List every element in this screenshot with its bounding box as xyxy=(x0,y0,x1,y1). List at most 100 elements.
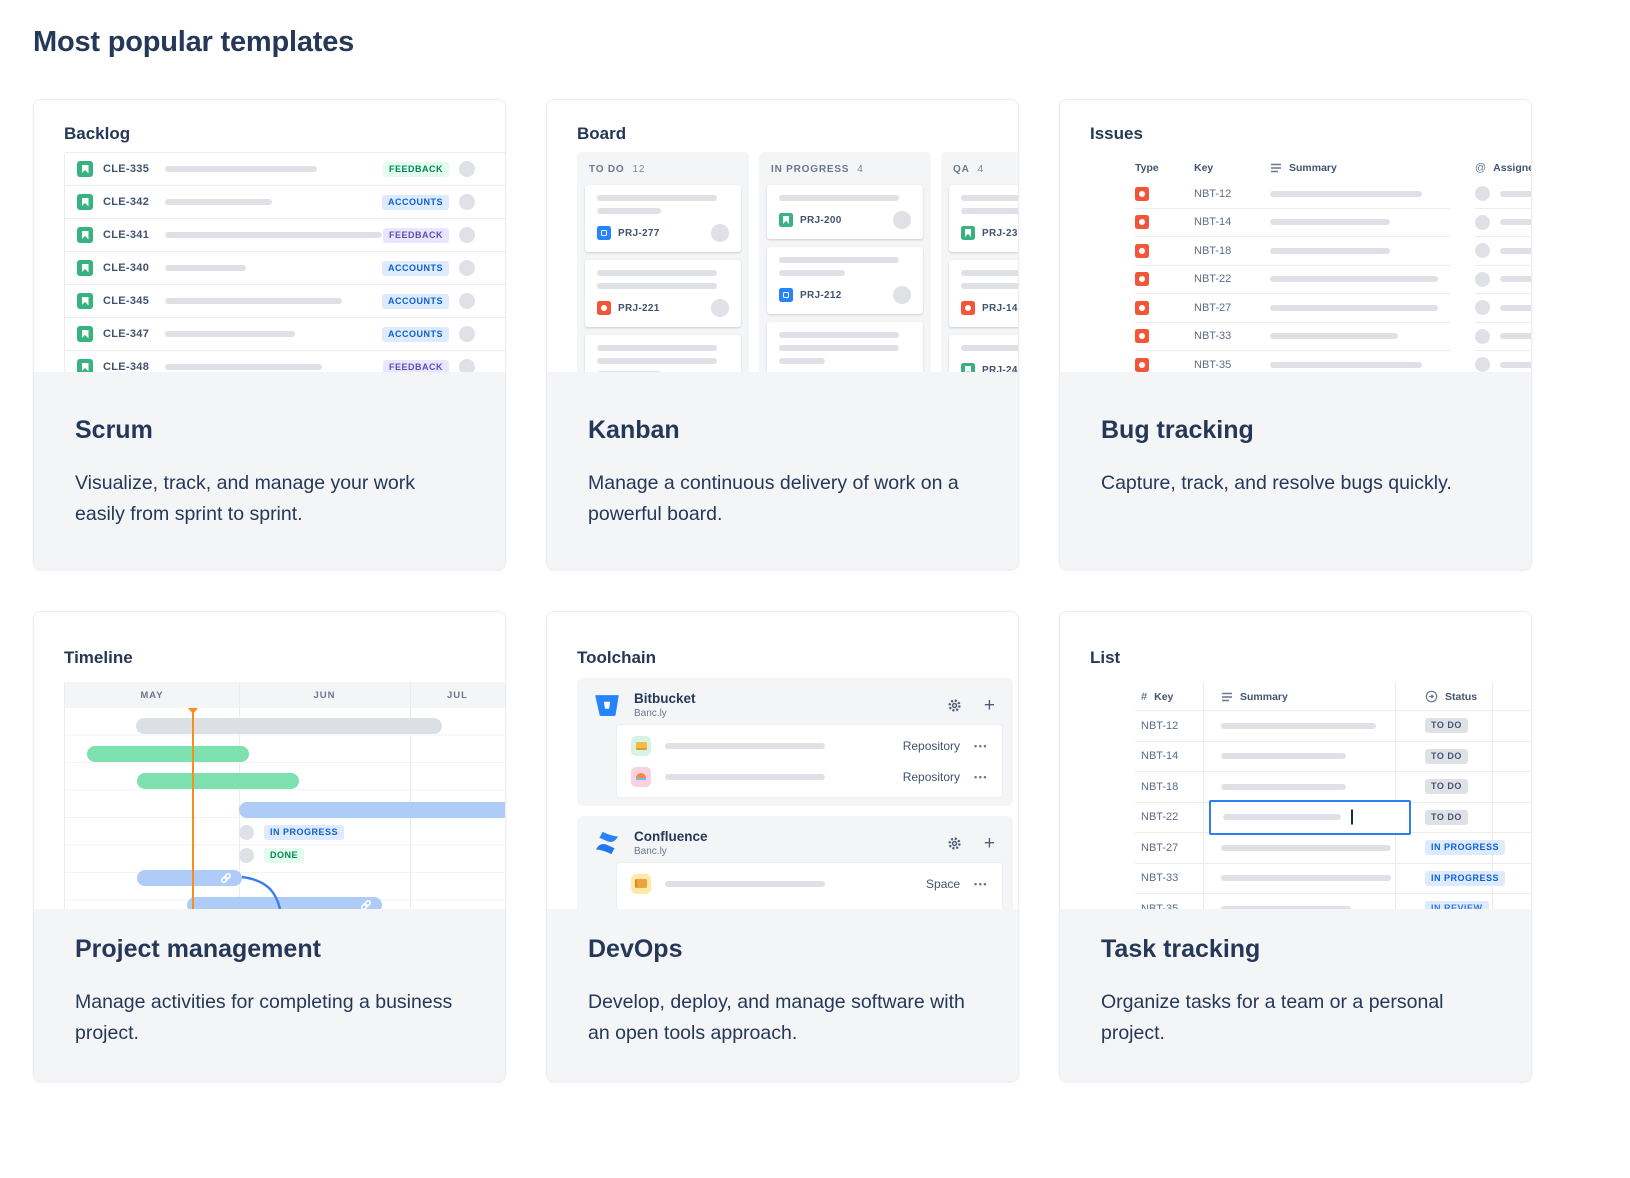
column-divider xyxy=(1492,683,1493,909)
issue-key: PRJ-243 xyxy=(982,364,1018,373)
issue-key: PRJ-212 xyxy=(800,289,842,301)
table-row: NBT-22 xyxy=(1135,266,1531,294)
placeholder-bar xyxy=(1500,219,1531,226)
mention-icon xyxy=(1475,162,1486,174)
bug-icon xyxy=(1135,186,1149,201)
table-row: NBT-12 xyxy=(1135,180,1531,209)
label-badge: FEEDBACK xyxy=(382,227,449,243)
preview-title: Toolchain xyxy=(577,648,657,667)
placeholder-bar xyxy=(165,364,322,370)
status-badge: DONE xyxy=(264,848,305,863)
issue-key: CLE-341 xyxy=(103,229,150,241)
placeholder-bar xyxy=(165,166,317,172)
issue-key: CLE-342 xyxy=(103,196,150,208)
kanban-card: PRJ-236 xyxy=(949,185,1018,252)
backlog-row: CLE-345 ACCOUNTS xyxy=(65,285,505,318)
placeholder-bar xyxy=(165,199,272,205)
kanban-column-qa: QA 4 PRJ-236 PRJ-146 PRJ-243 xyxy=(941,152,1018,372)
template-card-task-tracking[interactable]: List Key Summary Status Assignee xyxy=(1059,611,1532,1082)
kanban-column-todo: TO DO 12 PRJ-277 PRJ-221 xyxy=(577,152,749,372)
month-label: JUN xyxy=(313,689,336,701)
gear-icon[interactable] xyxy=(947,698,962,713)
issue-key: NBT-27 xyxy=(1141,841,1179,854)
issue-key: NBT-27 xyxy=(1194,301,1232,314)
toolchain-preview: Toolchain Bitbucket Banc.ly xyxy=(547,612,1018,909)
issue-key: NBT-35 xyxy=(1194,358,1232,371)
kanban-preview: Board TO DO 12 PRJ-277 PRJ-221 xyxy=(547,100,1018,372)
placeholder-bar xyxy=(961,208,1018,214)
kanban-card: PRJ-212 xyxy=(767,247,923,314)
more-icon[interactable] xyxy=(974,741,988,751)
table-row: NBT-18 xyxy=(1135,237,1531,266)
avatar xyxy=(1475,328,1490,344)
template-card-devops[interactable]: Toolchain Bitbucket Banc.ly xyxy=(546,611,1019,1082)
status-badge: IN PROGRESS xyxy=(264,825,345,840)
tool-subtitle: Banc.ly xyxy=(634,846,667,857)
col-summary: Summary xyxy=(1240,690,1288,703)
placeholder-bar xyxy=(779,358,825,364)
placeholder-bar xyxy=(597,358,717,364)
template-card-bug-tracking[interactable]: Issues Type Key Summary Assignee xyxy=(1059,99,1532,570)
card-title: Project management xyxy=(75,935,321,963)
column-count: 4 xyxy=(977,164,984,175)
backlog-row: CLE-341 FEEDBACK xyxy=(65,219,505,252)
add-icon[interactable] xyxy=(984,834,995,853)
placeholder-bar xyxy=(165,265,246,271)
label-badge: ACCOUNTS xyxy=(382,293,449,309)
placeholder-bar xyxy=(1221,905,1351,909)
repo-emoji-icon xyxy=(631,735,651,756)
card-description: Manage a continuous delivery of work on … xyxy=(588,472,959,525)
bug-icon xyxy=(1135,329,1149,344)
placeholder-bar xyxy=(1270,276,1438,283)
backlog-row: CLE-335 FEEDBACK xyxy=(65,153,505,186)
card-description: Develop, deploy, and manage software wit… xyxy=(588,991,965,1044)
add-icon[interactable] xyxy=(984,696,995,715)
column-count: 12 xyxy=(632,164,646,175)
placeholder-bar xyxy=(665,742,825,749)
placeholder-bar xyxy=(1221,722,1376,729)
list-table: Key Summary Status Assignee NBT-12 TO DO xyxy=(1135,683,1531,909)
label-badge: ACCOUNTS xyxy=(382,260,449,276)
table-row: NBT-35 xyxy=(1135,351,1531,372)
repo-emoji-icon xyxy=(631,766,651,787)
placeholder-bar xyxy=(961,283,1018,289)
story-icon xyxy=(77,161,93,177)
placeholder-bar xyxy=(1500,333,1531,340)
card-title: Task tracking xyxy=(1101,935,1261,963)
more-icon[interactable] xyxy=(974,879,988,889)
status-badge: IN PROGRESS xyxy=(1425,870,1506,886)
avatar xyxy=(459,326,475,342)
text-cursor xyxy=(1351,809,1353,825)
issue-key: PRJ-146 xyxy=(982,302,1018,314)
issues-table: Type Key Summary Assignee xyxy=(1135,156,1531,372)
status-icon xyxy=(1425,690,1438,703)
placeholder-bar xyxy=(961,195,1018,201)
placeholder-bar xyxy=(597,270,717,276)
template-card-scrum[interactable]: Backlog CLE-335 FEEDBACK CLE-342 ACCOUNT… xyxy=(33,99,506,570)
story-icon xyxy=(961,226,975,240)
tool-name: Confluence xyxy=(634,829,708,844)
backlog-row: CLE-340 ACCOUNTS xyxy=(65,252,505,285)
placeholder-bar xyxy=(1270,219,1390,226)
bug-icon xyxy=(1135,272,1149,287)
avatar xyxy=(459,260,475,276)
placeholder-bar xyxy=(779,270,845,276)
placeholder-bar xyxy=(597,208,661,214)
issue-key: CLE-335 xyxy=(103,163,150,175)
placeholder-bar xyxy=(165,232,382,238)
tool-items-panel: Repository Repository xyxy=(616,724,1003,798)
template-card-project-management[interactable]: Timeline MAY JUN JUL IN PROGR xyxy=(33,611,506,1082)
template-card-kanban[interactable]: Board TO DO 12 PRJ-277 PRJ-221 xyxy=(546,99,1019,570)
gantt-body: IN PROGRESS DONE xyxy=(65,708,505,909)
placeholder-bar xyxy=(597,283,717,289)
backlog-list: CLE-335 FEEDBACK CLE-342 ACCOUNTS CLE-34… xyxy=(64,152,505,372)
card-description: Manage activities for completing a busin… xyxy=(75,991,453,1044)
issue-key: PRJ-200 xyxy=(800,214,842,226)
editing-cell[interactable] xyxy=(1209,799,1411,835)
card-title: DevOps xyxy=(588,935,683,963)
gear-icon[interactable] xyxy=(947,836,962,851)
more-icon[interactable] xyxy=(974,772,988,782)
link-icon xyxy=(220,872,232,884)
kanban-card: PRJ-213 xyxy=(767,322,923,372)
card-description-area: Bug tracking Capture, track, and resolve… xyxy=(1060,372,1531,569)
